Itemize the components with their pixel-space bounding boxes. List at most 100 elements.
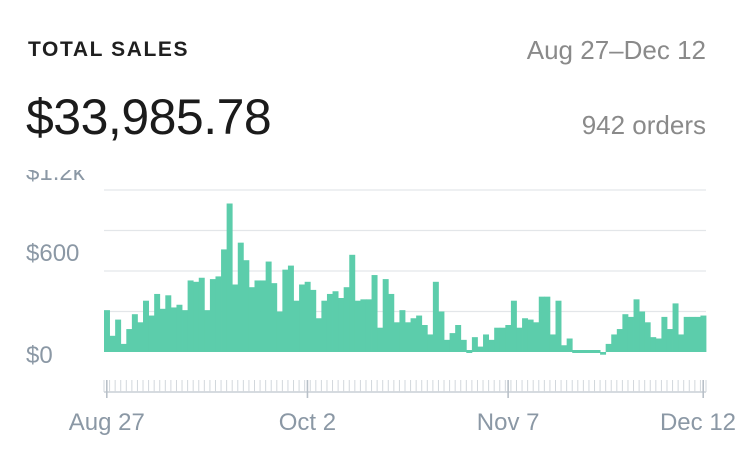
date-range: Aug 27–Dec 12: [526, 35, 706, 65]
bar: [304, 281, 311, 352]
bar: [416, 315, 423, 352]
bar: [254, 280, 261, 352]
bar: [505, 325, 512, 352]
x-tick-label: Nov 7: [477, 409, 540, 436]
bar: [522, 318, 529, 352]
bar: [410, 318, 417, 352]
bar: [438, 311, 445, 352]
bar: [583, 350, 590, 353]
bar: [154, 293, 161, 352]
bar: [466, 350, 473, 353]
bar: [248, 287, 255, 352]
bar: [477, 346, 484, 352]
bar: [276, 311, 283, 352]
x-tick-label: Dec 12: [660, 409, 736, 436]
bar: [666, 329, 673, 352]
bar: [365, 299, 372, 352]
bar: [271, 283, 278, 352]
bar: [694, 316, 701, 352]
bar: [299, 284, 306, 352]
bar: [639, 311, 646, 352]
bar: [382, 279, 389, 352]
bar: [221, 249, 228, 352]
bar: [499, 327, 506, 352]
bar: [176, 304, 183, 352]
bar: [449, 333, 456, 352]
bar: [611, 334, 618, 352]
bar: [343, 287, 350, 352]
bar: [338, 298, 345, 352]
bar: [588, 350, 595, 353]
bar: [661, 316, 668, 352]
bar: [655, 338, 662, 352]
bar: [215, 276, 222, 352]
bar: [393, 322, 400, 352]
bar: [566, 338, 573, 352]
bar: [516, 327, 523, 352]
bar: [605, 343, 612, 352]
x-tick-label: Aug 27: [69, 409, 145, 436]
bar: [488, 339, 495, 352]
bar: [226, 203, 233, 352]
bar: [170, 307, 177, 352]
bar: [689, 316, 696, 352]
bar: [555, 300, 562, 352]
bar: [650, 337, 657, 352]
bar: [627, 316, 634, 352]
bar: [377, 327, 384, 352]
bar: [672, 303, 679, 352]
total-sales-value: $33,985.78: [26, 89, 272, 145]
bar: [349, 254, 356, 352]
orders-count: 942 orders: [581, 110, 706, 140]
bar: [360, 299, 367, 352]
y-tick-label: $0: [26, 342, 53, 369]
bar: [209, 279, 216, 352]
bar: [104, 310, 110, 352]
bar: [460, 339, 467, 352]
bar: [399, 310, 406, 352]
bar: [232, 284, 239, 352]
bar: [165, 295, 172, 352]
bar: [332, 291, 339, 352]
bar: [237, 242, 244, 352]
bar: [243, 260, 250, 352]
y-tick-label: $600: [26, 240, 79, 267]
bar: [354, 300, 361, 352]
bar: [109, 335, 116, 352]
bar: [193, 281, 200, 352]
bar: [444, 339, 450, 352]
bar: [315, 318, 322, 352]
bar: [321, 300, 328, 352]
bar: [471, 337, 478, 352]
bar: [131, 314, 138, 352]
bar: [159, 308, 166, 352]
bar: [616, 329, 623, 352]
bar: [204, 310, 211, 352]
bar: [148, 315, 155, 352]
bar: [115, 319, 122, 352]
bar: [494, 327, 501, 352]
bar: [187, 280, 194, 352]
bar: [432, 281, 439, 352]
sales-bar-chart: $0 $600 $1.2k Aug 27 Oct 2 Nov 7 Dec 12: [26, 170, 736, 436]
bar: [533, 322, 540, 352]
bar: [126, 329, 133, 352]
bar: [310, 289, 317, 352]
bar: [371, 275, 378, 352]
bar: [683, 316, 690, 352]
bar: [120, 343, 127, 352]
bar: [293, 300, 300, 352]
bar: [388, 293, 395, 352]
bar: [405, 322, 411, 352]
bar: [260, 280, 267, 352]
bar: [577, 350, 584, 353]
bar: [544, 296, 551, 352]
bar: [510, 300, 517, 352]
bar: [561, 345, 568, 352]
bar: [600, 352, 607, 355]
y-tick-label: $1.2k: [26, 170, 86, 186]
bar: [622, 314, 629, 352]
bar: [594, 350, 601, 353]
bar: [527, 319, 534, 352]
